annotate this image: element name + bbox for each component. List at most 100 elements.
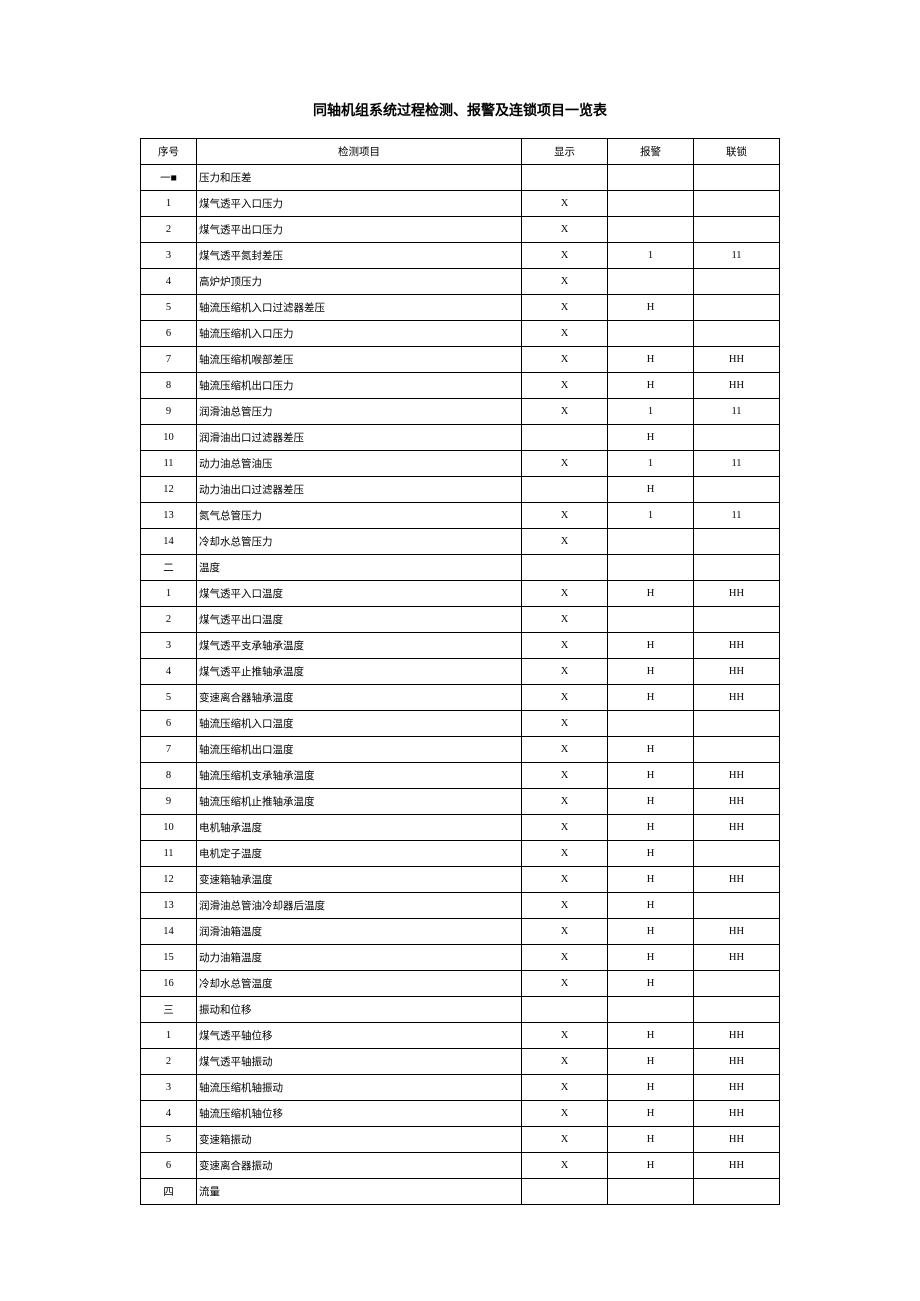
cell-disp: X	[522, 945, 608, 971]
cell-alarm: H	[608, 919, 694, 945]
cell-item: 温度	[197, 555, 522, 581]
cell-item: 煤气透平出口压力	[197, 217, 522, 243]
cell-alarm	[608, 997, 694, 1023]
cell-item: 动力油箱温度	[197, 945, 522, 971]
table-row: 13润滑油总管油冷却器后温度XH	[141, 893, 780, 919]
cell-alarm: 1	[608, 451, 694, 477]
cell-disp: X	[522, 659, 608, 685]
cell-alarm: H	[608, 425, 694, 451]
cell-alarm: H	[608, 763, 694, 789]
table-row: 5变速离合器轴承温度XHHH	[141, 685, 780, 711]
table-row: 3煤气透平氮封差压X111	[141, 243, 780, 269]
cell-seq: 12	[141, 867, 197, 893]
table-row: 四流量	[141, 1179, 780, 1205]
table-row: 6轴流压缩机入口温度X	[141, 711, 780, 737]
cell-lock: HH	[694, 373, 780, 399]
cell-lock: HH	[694, 659, 780, 685]
table-row: 7轴流压缩机出口温度XH	[141, 737, 780, 763]
header-item: 检测项目	[197, 139, 522, 165]
cell-item: 压力和压差	[197, 165, 522, 191]
cell-disp	[522, 555, 608, 581]
cell-lock: HH	[694, 1023, 780, 1049]
cell-disp	[522, 165, 608, 191]
cell-disp: X	[522, 711, 608, 737]
table-row: 14冷却水总管压力X	[141, 529, 780, 555]
cell-lock: HH	[694, 867, 780, 893]
cell-alarm: H	[608, 1127, 694, 1153]
table-row: 5轴流压缩机入口过滤器差压XH	[141, 295, 780, 321]
cell-lock	[694, 607, 780, 633]
cell-item: 轴流压缩机出口压力	[197, 373, 522, 399]
cell-lock	[694, 425, 780, 451]
cell-disp: X	[522, 1023, 608, 1049]
cell-disp: X	[522, 529, 608, 555]
table-row: 13氮气总管压力X111	[141, 503, 780, 529]
cell-disp: X	[522, 789, 608, 815]
cell-lock	[694, 893, 780, 919]
cell-disp: X	[522, 1153, 608, 1179]
cell-seq: 2	[141, 1049, 197, 1075]
cell-item: 煤气透平止推轴承温度	[197, 659, 522, 685]
cell-alarm: H	[608, 373, 694, 399]
table-row: 14润滑油箱温度XHHH	[141, 919, 780, 945]
cell-alarm: H	[608, 477, 694, 503]
table-row: 6轴流压缩机入口压力X	[141, 321, 780, 347]
cell-item: 轴流压缩机喉部差压	[197, 347, 522, 373]
cell-disp: X	[522, 633, 608, 659]
cell-lock: HH	[694, 763, 780, 789]
cell-lock	[694, 711, 780, 737]
cell-seq: 8	[141, 373, 197, 399]
cell-disp	[522, 997, 608, 1023]
cell-alarm	[608, 165, 694, 191]
table-row: 10润滑油出口过滤器差压H	[141, 425, 780, 451]
cell-disp: X	[522, 763, 608, 789]
cell-disp: X	[522, 893, 608, 919]
cell-seq: 15	[141, 945, 197, 971]
cell-alarm: 1	[608, 503, 694, 529]
cell-lock: 11	[694, 451, 780, 477]
cell-disp: X	[522, 919, 608, 945]
cell-lock: HH	[694, 1049, 780, 1075]
cell-lock: HH	[694, 581, 780, 607]
cell-alarm	[608, 217, 694, 243]
cell-seq: 14	[141, 529, 197, 555]
detection-table: 序号 检测项目 显示 报警 联锁 一■压力和压差1煤气透平入口压力X2煤气透平出…	[140, 138, 780, 1205]
cell-disp: X	[522, 321, 608, 347]
cell-alarm: H	[608, 685, 694, 711]
cell-disp: X	[522, 347, 608, 373]
table-row: 8轴流压缩机支承轴承温度XHHH	[141, 763, 780, 789]
cell-disp	[522, 425, 608, 451]
cell-seq: 8	[141, 763, 197, 789]
cell-lock: HH	[694, 347, 780, 373]
cell-lock: HH	[694, 1127, 780, 1153]
cell-alarm: H	[608, 581, 694, 607]
cell-alarm: H	[608, 1023, 694, 1049]
cell-lock	[694, 295, 780, 321]
header-seq: 序号	[141, 139, 197, 165]
cell-item: 轴流压缩机轴位移	[197, 1101, 522, 1127]
table-row: 5变速箱振动XHHH	[141, 1127, 780, 1153]
cell-lock: 11	[694, 399, 780, 425]
cell-item: 煤气透平轴振动	[197, 1049, 522, 1075]
cell-seq: 5	[141, 1127, 197, 1153]
table-row: 3煤气透平支承轴承温度XHHH	[141, 633, 780, 659]
cell-alarm: H	[608, 1075, 694, 1101]
cell-disp: X	[522, 581, 608, 607]
cell-seq: 10	[141, 425, 197, 451]
cell-alarm: H	[608, 737, 694, 763]
cell-disp: X	[522, 295, 608, 321]
cell-alarm: H	[608, 1101, 694, 1127]
cell-item: 润滑油总管油冷却器后温度	[197, 893, 522, 919]
cell-alarm: 1	[608, 399, 694, 425]
cell-lock	[694, 217, 780, 243]
cell-item: 冷却水总管温度	[197, 971, 522, 997]
cell-item: 煤气透平出口温度	[197, 607, 522, 633]
cell-alarm	[608, 555, 694, 581]
table-row: 4高炉炉顶压力X	[141, 269, 780, 295]
cell-alarm: H	[608, 841, 694, 867]
cell-lock	[694, 1179, 780, 1205]
cell-alarm	[608, 607, 694, 633]
cell-item: 轴流压缩机支承轴承温度	[197, 763, 522, 789]
cell-lock	[694, 165, 780, 191]
cell-lock: HH	[694, 1101, 780, 1127]
